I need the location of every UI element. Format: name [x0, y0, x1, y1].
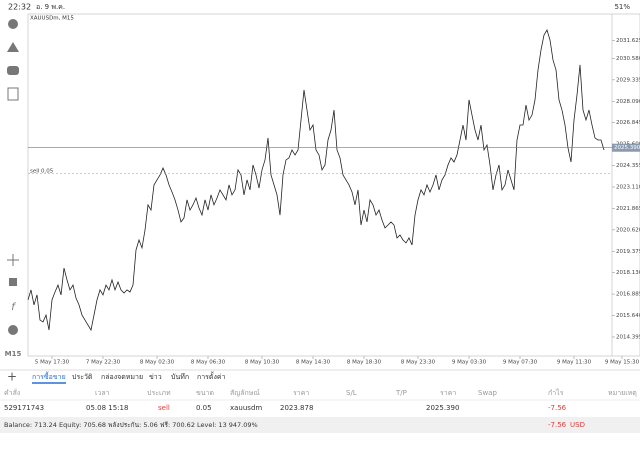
icon-chat[interactable]	[7, 66, 19, 75]
tab[interactable]: กล่องจดหมาย	[101, 373, 143, 381]
x-tick-label: 8 May 10:30	[245, 360, 280, 366]
column-header: T/P	[395, 389, 407, 397]
table: คำสั่ง เวลา ประเภท ขนาด สัญลักษณ์ ราคา S/L T/P ร…	[0, 388, 640, 412]
x-tick-label: 8 May 02:30	[140, 360, 175, 366]
icon-function[interactable]: f	[11, 302, 16, 313]
column-header: กำไร	[548, 388, 564, 397]
y-tick-label: 2020.620	[616, 227, 640, 233]
cell-symbol: xauusdm	[230, 404, 262, 412]
x-tick-label: 9 May 07:30	[503, 360, 538, 366]
x-tick-label: 8 May 23:30	[401, 360, 436, 366]
icon-orders[interactable]	[7, 42, 19, 52]
icon-objects[interactable]	[8, 325, 18, 335]
y-tick-label: 2019.375	[616, 249, 640, 255]
x-tick-label: 9 May 11:30	[557, 360, 592, 366]
tab[interactable]: การซื้อขาย	[32, 370, 66, 381]
y-tick-label: 2030.580	[616, 56, 640, 62]
y-tick-label: 2015.640	[616, 313, 640, 319]
status-battery: 51%	[614, 3, 630, 11]
column-header: หมายเหตุ	[608, 389, 637, 397]
column-header: Swap	[478, 389, 497, 397]
x-tick-label: 9 May 15:30	[605, 360, 640, 366]
y-tick-label: 2031.625	[616, 38, 640, 44]
column-header: คำสั่ง	[4, 388, 20, 397]
y-tick-label: 2014.395	[616, 334, 640, 340]
add-button[interactable]: +	[7, 370, 17, 384]
column-header: ราคา	[293, 389, 309, 397]
y-tick-label: 2023.110	[616, 184, 640, 190]
timeframe[interactable]: M15	[5, 350, 22, 358]
cell-profit: -7.56	[548, 404, 567, 412]
x-tick-label: 7 May 22:30	[86, 360, 121, 366]
icon-indicators[interactable]	[9, 278, 17, 286]
current-price-label: 2025.390	[614, 145, 640, 151]
y-tick-label: 2018.130	[616, 270, 640, 276]
footer-profit: -7.56	[548, 421, 567, 429]
footer-currency: USD	[570, 421, 585, 429]
status-time: 22:32	[8, 3, 31, 12]
column-header: ประเภท	[147, 389, 171, 397]
price-line	[27, 29, 605, 332]
y-tick-label: 2026.845	[616, 120, 640, 126]
column-header: ราคา	[440, 389, 456, 397]
tab[interactable]: การตั้งค่า	[197, 370, 226, 381]
y-tick-label: 2016.885	[616, 292, 640, 298]
y-tick-label: 2021.865	[616, 206, 640, 212]
column-header: S/L	[346, 389, 357, 397]
icon-trade[interactable]	[8, 19, 18, 29]
x-tick-label: 8 May 18:30	[347, 360, 382, 366]
order-line-label: sell 0.05	[30, 168, 54, 174]
chart-frame	[27, 13, 640, 357]
x-tick-label: 8 May 06:30	[191, 360, 226, 366]
plot: 2031.625 2030.580 2029.335 2028.090 2026.845…	[27, 29, 640, 366]
tab[interactable]: ข่าว	[149, 373, 162, 381]
current-price-box	[612, 143, 640, 152]
x-tick-label: 8 May 14:30	[296, 360, 331, 366]
y-tick-label: 2028.090	[616, 99, 640, 105]
cell-current-price: 2025.390	[426, 404, 459, 412]
column-header: ขนาด	[196, 389, 214, 397]
x-tick-label: 9 May 03:30	[452, 360, 487, 366]
icon-crosshair[interactable]	[7, 254, 19, 266]
y-tick-label: 2024.355	[616, 163, 640, 169]
sidebar: f	[7, 19, 19, 335]
tabs: การซื้อขาย ประวัติ กล่องจดหมาย ข่าว บันทึก กา…	[32, 370, 226, 384]
cell-time: 05.08 15:18	[86, 404, 128, 412]
column-header: เวลา	[95, 389, 110, 397]
footer-bg	[0, 417, 640, 433]
cell-order[interactable]: 529171743	[4, 404, 44, 412]
cell-volume: 0.05	[196, 404, 212, 412]
column-header: สัญลักษณ์	[230, 389, 260, 397]
cell-type: sell	[158, 404, 170, 412]
chart-title: XAUUSDm, M15	[30, 16, 74, 22]
icon-new[interactable]	[7, 87, 19, 101]
tab[interactable]: บันทึก	[171, 372, 189, 381]
footer-summary: Balance: 713.24 Equity: 705.68 พลังประกั…	[4, 421, 258, 429]
cell-open-price: 2023.878	[280, 404, 313, 412]
tab[interactable]: ประวัติ	[72, 373, 93, 381]
status-date: อ. 9 พ.ค.	[36, 3, 65, 11]
x-tick-label: 5 May 17:30	[35, 360, 70, 366]
y-tick-label: 2029.335	[616, 77, 640, 83]
